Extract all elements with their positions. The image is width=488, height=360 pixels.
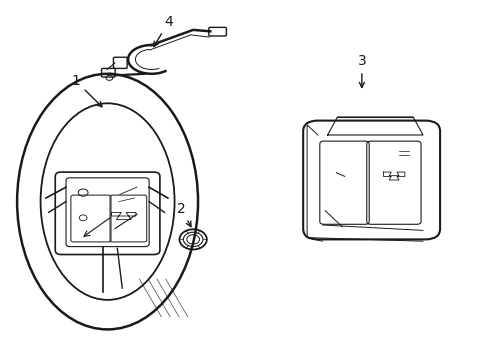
Text: 4: 4: [154, 15, 173, 47]
Text: 2: 2: [176, 202, 191, 227]
Text: 3: 3: [357, 54, 366, 87]
Text: 1: 1: [71, 74, 102, 107]
